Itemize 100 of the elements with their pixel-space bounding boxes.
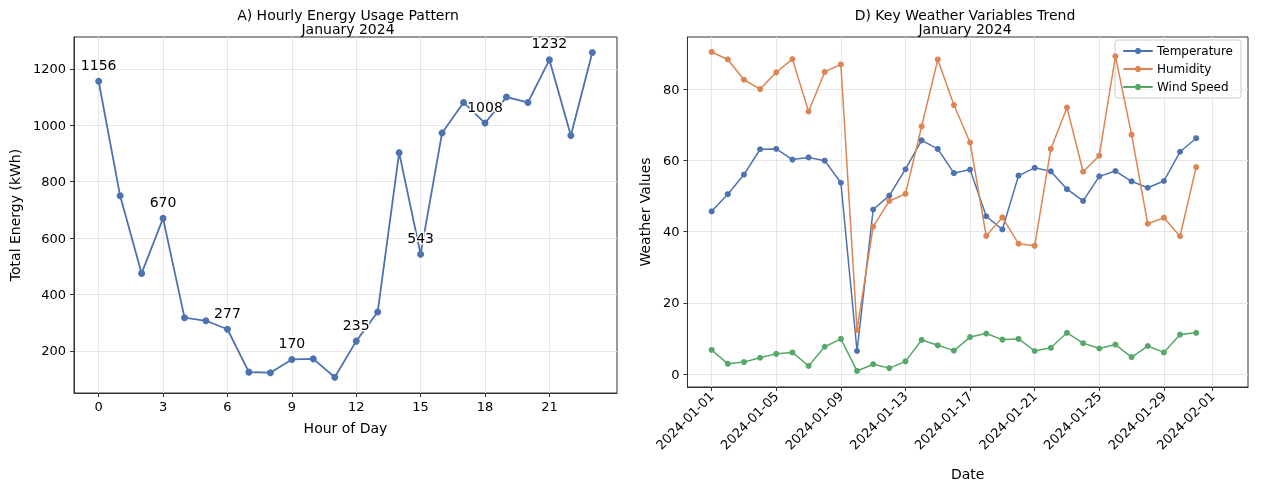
point: [967, 166, 974, 173]
point: [567, 131, 575, 139]
y-tick-label: 60: [662, 152, 680, 168]
point: [1177, 331, 1184, 338]
point: [789, 156, 796, 163]
legend-label: Temperature: [1155, 44, 1233, 58]
x-tick-label: 9: [287, 399, 296, 414]
point: [1160, 214, 1167, 221]
point: [724, 191, 731, 198]
point: [1063, 329, 1070, 336]
point: [870, 223, 877, 230]
point: [950, 102, 957, 109]
x-tick-label: 15: [412, 399, 429, 414]
x-tick-label: 18: [476, 399, 494, 414]
point: [821, 343, 828, 350]
point: [1177, 233, 1184, 240]
point: [1112, 341, 1119, 348]
point: [1080, 168, 1087, 175]
point: [588, 49, 596, 57]
y-tick-label: 0: [671, 366, 680, 382]
point: [1080, 340, 1087, 347]
point: [1144, 184, 1151, 191]
y-tick-label: 1200: [32, 61, 66, 77]
point: [1063, 186, 1070, 193]
point: [1031, 164, 1038, 171]
point: [821, 68, 828, 75]
point: [983, 213, 990, 220]
point: [708, 346, 715, 353]
x-tick-label: 6: [223, 399, 232, 414]
data-label: 670: [149, 193, 177, 210]
point: [1096, 152, 1103, 159]
x-tick-label: 3: [158, 399, 168, 414]
point: [757, 86, 764, 93]
point: [116, 192, 124, 200]
point: [138, 269, 146, 277]
point: [934, 56, 941, 63]
point: [837, 179, 844, 186]
point: [886, 365, 893, 372]
data-label: 1232: [531, 35, 568, 52]
chart-title: A) Hourly Energy Usage Pattern: [237, 7, 459, 23]
point: [805, 108, 812, 115]
y-tick-label: 200: [41, 343, 66, 359]
point: [1193, 164, 1200, 171]
x-axis-title: Hour of Day: [303, 420, 388, 436]
point: [837, 61, 844, 68]
point: [374, 308, 382, 316]
point: [918, 336, 925, 343]
point: [1047, 344, 1054, 351]
data-label: 170: [278, 334, 306, 351]
point: [757, 146, 764, 153]
point: [999, 226, 1006, 233]
point: [757, 354, 764, 361]
legend-label: Humidity: [1156, 62, 1212, 76]
point: [245, 368, 253, 376]
point: [1112, 168, 1119, 175]
point: [331, 373, 339, 381]
point: [1015, 240, 1022, 247]
data-label: 1156: [80, 56, 117, 73]
point: [724, 56, 731, 63]
point: [1063, 104, 1070, 111]
data-label: 277: [214, 304, 241, 321]
point: [773, 350, 780, 357]
point: [1160, 349, 1167, 356]
point: [870, 206, 877, 213]
point: [1144, 343, 1151, 350]
point: [1177, 148, 1184, 155]
point: [1047, 168, 1054, 175]
point: [395, 149, 403, 157]
y-tick-label: 600: [41, 230, 66, 246]
point: [950, 170, 957, 177]
point: [545, 56, 553, 64]
point: [789, 349, 796, 356]
point: [1096, 173, 1103, 180]
point: [805, 362, 812, 369]
y-tick-label: 800: [41, 174, 66, 190]
point: [902, 166, 909, 173]
point: [708, 208, 715, 215]
x-tick-label: 21: [541, 399, 558, 414]
point: [1015, 335, 1022, 342]
y-tick-label: 400: [41, 287, 66, 303]
point: [740, 359, 747, 366]
point: [460, 98, 468, 106]
y-tick-label: 40: [662, 224, 680, 240]
point: [724, 360, 731, 367]
point: [918, 137, 925, 144]
point: [886, 197, 893, 204]
point: [934, 342, 941, 349]
point: [983, 232, 990, 239]
point: [740, 171, 747, 178]
point: [1144, 220, 1151, 227]
y-axis-title: Weather Values: [637, 157, 653, 267]
y-tick-label: 80: [662, 81, 680, 97]
x-tick-label: 0: [94, 399, 103, 414]
point: [1128, 178, 1135, 185]
point: [999, 214, 1006, 221]
chart-title: D) Key Weather Variables Trend: [854, 7, 1076, 23]
point: [202, 317, 210, 325]
point: [288, 355, 296, 363]
y-tick-label: 1000: [32, 117, 66, 133]
point: [352, 337, 360, 345]
